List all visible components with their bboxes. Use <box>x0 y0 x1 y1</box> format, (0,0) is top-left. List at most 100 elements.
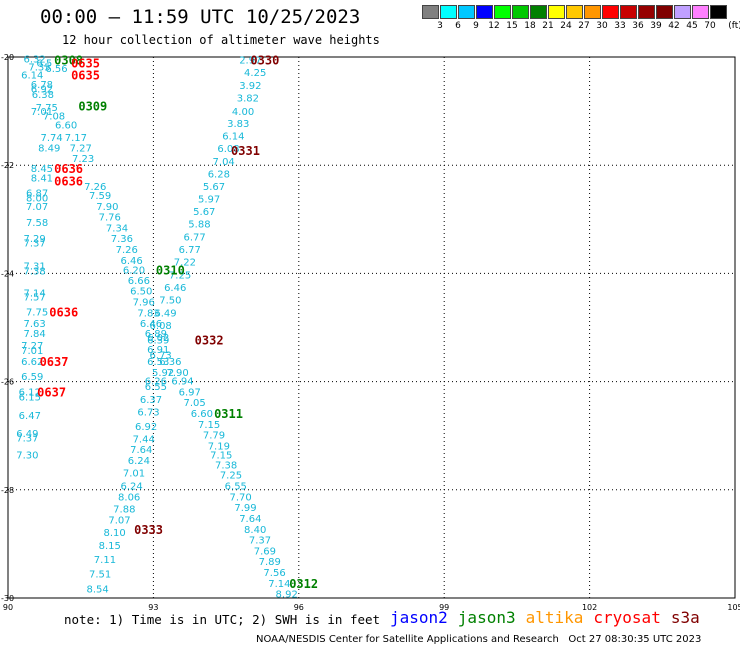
wave-height-label: 6.92 <box>31 84 53 95</box>
wave-height-label: 6.97 <box>179 387 201 398</box>
wave-height-label: 7.01 <box>21 346 43 357</box>
pass-label-jason3: 0309 <box>78 100 107 114</box>
y-tick-label: -30 <box>1 594 14 603</box>
wave-height-label: 7.84 <box>24 329 46 340</box>
wave-height-label: 7.30 <box>16 451 38 462</box>
wave-height-label: 7.26 <box>116 245 138 256</box>
wave-height-label: 7.89 <box>259 557 281 568</box>
wave-height-label: 6.87 <box>26 188 48 199</box>
wave-height-label: 6.49 <box>16 429 38 440</box>
color-swatch <box>656 5 673 19</box>
wave-height-label: 6.20 <box>123 266 145 277</box>
wave-height-label: 7.58 <box>26 218 48 229</box>
legend-item-s3a: s3a <box>670 608 700 627</box>
wave-height-label: 7.15 <box>198 420 220 431</box>
x-tick-label: 90 <box>3 603 13 610</box>
wave-height-label: 7.75 <box>36 103 58 114</box>
wave-height-label: 7.11 <box>94 555 116 566</box>
wave-height-label: 7.07 <box>26 202 48 213</box>
wave-height-label: 7.44 <box>133 434 155 445</box>
wave-height-label: 6.14 <box>21 70 43 81</box>
color-scale-label: 70 <box>704 21 716 31</box>
wave-height-label: 6.46 <box>164 283 186 294</box>
color-scale-label: 36 <box>632 21 644 31</box>
color-swatch <box>458 5 475 19</box>
wave-height-label: 7.70 <box>230 492 252 503</box>
wave-height-label: 7.74 <box>40 133 62 144</box>
plot-frame <box>7 56 736 599</box>
wave-height-map: 90939699102105-20-22-24-26-28-306.326.57… <box>1 53 740 610</box>
wave-height-label: 7.14 <box>24 288 46 299</box>
legend-item-altika: altika <box>525 608 584 627</box>
color-swatch <box>530 5 547 19</box>
color-scale-label: 21 <box>542 21 554 31</box>
pass-label-jason3: 0311 <box>214 407 243 421</box>
pass-label-cryosat: 0636 <box>54 162 83 176</box>
color-swatch <box>584 5 601 19</box>
satellite-legend: jason2 jason3 altika cryosat s3a <box>390 608 710 627</box>
pass-label-s3a: 0333 <box>134 523 163 537</box>
pass-label-jason3: 0308 <box>54 54 83 68</box>
wave-height-label: 7.23 <box>72 154 94 165</box>
wave-height-label: 8.54 <box>87 584 109 595</box>
color-swatch <box>692 5 709 19</box>
wave-height-label: 7.79 <box>203 431 225 442</box>
wave-height-label: 7.88 <box>113 505 135 516</box>
wave-height-label: 7.04 <box>213 157 235 168</box>
pass-label-s3a: 0332 <box>195 333 224 347</box>
pass-label-jason3: 0310 <box>156 264 185 278</box>
x-tick-label: 96 <box>294 603 304 610</box>
wave-height-label: 6.15 <box>19 393 41 404</box>
wave-height-label: 6.08 <box>217 144 239 155</box>
wave-height-label: 7.25 <box>169 270 191 281</box>
pass-label-cryosat: 0636 <box>49 305 78 319</box>
legend-item-cryosat: cryosat <box>593 608 661 627</box>
y-tick-label: -22 <box>1 161 14 170</box>
wave-height-label: 6.26 <box>145 377 167 388</box>
wave-height-label: 6.12 <box>19 387 41 398</box>
wave-height-label: 7.31 <box>24 261 46 272</box>
wave-height-label: 8.49 <box>38 143 60 154</box>
wave-height-label: 6.28 <box>208 169 230 180</box>
wave-height-label: 7.90 <box>167 368 189 379</box>
footer-note: note: 1) Time is in UTC; 2) SWH is in fe… <box>64 612 381 627</box>
x-tick-label: 105 <box>727 603 740 610</box>
wave-height-label: 7.83 <box>137 308 159 319</box>
color-swatch <box>440 5 457 19</box>
wave-height-label: 7.19 <box>208 441 230 452</box>
wave-height-label: 6.47 <box>19 411 41 422</box>
wave-height-label: 4.25 <box>244 68 266 79</box>
wave-height-label: 6.24 <box>128 456 150 467</box>
wave-height-label: 6.39 <box>147 335 169 346</box>
wave-height-label: 6.60 <box>55 121 77 132</box>
legend-item-jason2: jason2 <box>390 608 448 627</box>
wave-height-label: 7.56 <box>263 568 285 579</box>
wave-height-label: 5.67 <box>193 207 215 218</box>
wave-height-label: 6.60 <box>191 409 213 420</box>
wave-height-label: 6.73 <box>137 407 159 418</box>
color-scale-label: 12 <box>488 21 500 31</box>
wave-height-label: 7.37 <box>24 239 46 250</box>
wave-height-label: 8.45 <box>31 164 53 175</box>
wave-height-label: 7.76 <box>99 213 121 224</box>
color-scale-label: 3 <box>437 21 443 31</box>
wave-height-label: 4.00 <box>232 107 254 118</box>
wave-height-label: 7.37 <box>249 536 271 547</box>
wave-height-label: 6.46 <box>120 256 142 267</box>
wave-height-label: 6.37 <box>140 395 162 406</box>
chart-title: 00:00 – 11:59 UTC 10/25/2023 <box>40 6 361 28</box>
color-scale-label: 15 <box>506 21 518 31</box>
wave-height-label: 6.55 <box>145 382 167 393</box>
wave-height-label: 7.01 <box>31 107 53 118</box>
wave-height-label: 7.36 <box>111 234 133 245</box>
color-scale-label: 18 <box>524 21 536 31</box>
wave-height-label: 5.67 <box>203 182 225 193</box>
pass-label-cryosat: 0637 <box>37 385 66 399</box>
wave-height-label: 8.10 <box>103 528 125 539</box>
wave-height-label: 7.99 <box>234 503 256 514</box>
color-scale-unit: (ft) <box>728 21 740 31</box>
wave-height-label: 7.38 <box>215 460 237 471</box>
pass-label-s3a: 0331 <box>231 144 260 158</box>
x-tick-label: 93 <box>148 603 158 610</box>
wave-height-label: 5.92 <box>152 368 174 379</box>
